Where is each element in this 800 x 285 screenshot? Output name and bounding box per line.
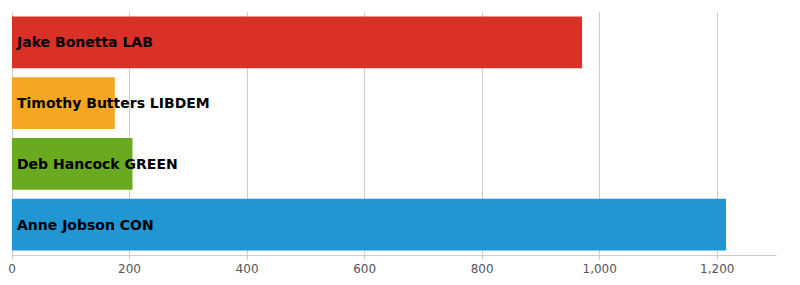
svg-text:1,200: 1,200	[700, 262, 734, 276]
svg-text:Anne Jobson CON: Anne Jobson CON	[17, 217, 154, 233]
svg-text:Deb Hancock GREEN: Deb Hancock GREEN	[17, 156, 178, 172]
svg-text:1,000: 1,000	[583, 262, 617, 276]
svg-text:400: 400	[236, 262, 259, 276]
svg-text:Jake Bonetta LAB: Jake Bonetta LAB	[16, 34, 153, 50]
svg-text:0: 0	[8, 262, 16, 276]
svg-text:800: 800	[471, 262, 494, 276]
svg-text:600: 600	[353, 262, 376, 276]
svg-text:Timothy Butters LIBDEM: Timothy Butters LIBDEM	[17, 95, 210, 111]
svg-text:200: 200	[118, 262, 141, 276]
